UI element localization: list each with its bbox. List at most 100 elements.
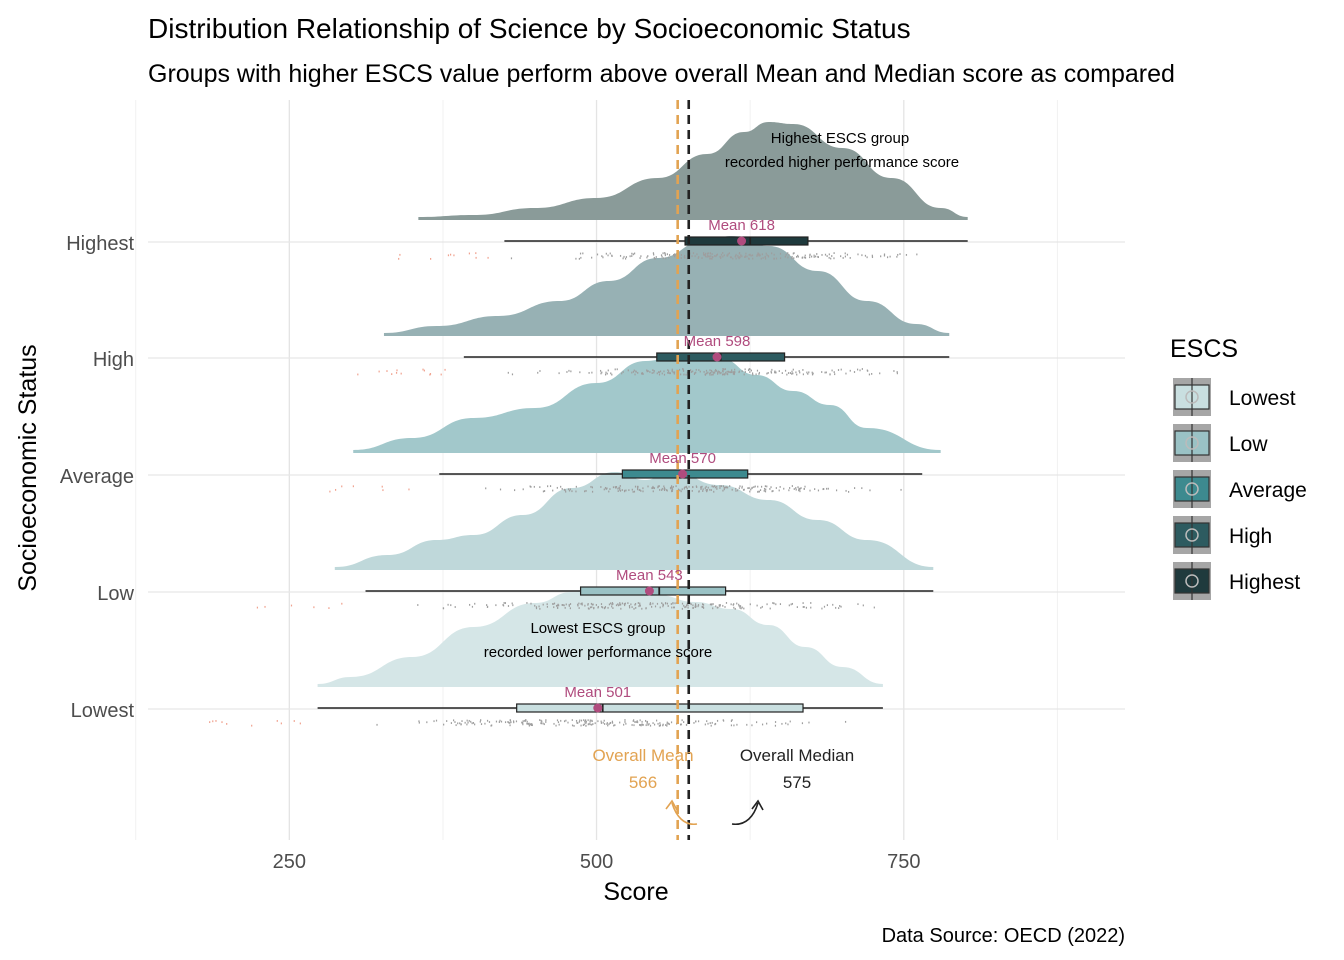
raw-point xyxy=(587,719,589,722)
raw-point xyxy=(835,489,838,492)
raw-point xyxy=(704,723,706,726)
raw-point xyxy=(744,255,746,258)
raw-point xyxy=(713,490,715,493)
raw-point xyxy=(663,488,665,490)
annotation-lowest-line1: Lowest ESCS group xyxy=(530,620,665,637)
raw-point xyxy=(602,256,604,259)
raw-point xyxy=(798,489,800,492)
raw-point xyxy=(733,724,735,727)
raw-point xyxy=(748,253,750,256)
raw-point xyxy=(793,252,795,254)
raw-point xyxy=(601,371,603,374)
raw-point xyxy=(707,254,709,257)
raw-point xyxy=(565,490,567,493)
raw-point xyxy=(763,487,766,490)
raw-point xyxy=(652,602,654,605)
raw-point xyxy=(693,373,696,375)
density-clouds xyxy=(317,122,968,687)
raw-point xyxy=(769,607,771,610)
raw-point xyxy=(646,256,648,259)
mean-label-high: Mean 598 xyxy=(684,333,751,350)
raw-point xyxy=(738,605,740,607)
raw-point xyxy=(723,254,725,257)
raw-point xyxy=(724,606,726,608)
raw-point xyxy=(856,368,859,371)
raw-point xyxy=(792,252,794,255)
raw-point xyxy=(552,603,554,605)
raw-point xyxy=(472,722,475,724)
raw-point xyxy=(612,603,614,605)
raw-point xyxy=(624,604,626,607)
raw-point xyxy=(757,253,759,256)
raw-point xyxy=(697,257,699,260)
raw-point xyxy=(446,720,448,722)
raw-point xyxy=(590,602,593,605)
raw-point xyxy=(623,603,625,605)
raw-point xyxy=(610,602,612,605)
raw-point xyxy=(896,255,898,258)
raw-point xyxy=(793,488,795,490)
raw-point xyxy=(542,722,544,725)
x-axis-ticks: 250 500 750 xyxy=(273,851,921,873)
raw-point xyxy=(641,372,643,375)
raw-point xyxy=(575,719,578,722)
raw-point xyxy=(788,604,790,607)
raw-point xyxy=(608,603,611,606)
raw-point xyxy=(609,252,611,255)
raw-point xyxy=(685,486,688,489)
raw-point xyxy=(738,257,740,260)
raw-point xyxy=(450,604,452,607)
raw-point xyxy=(589,720,591,723)
x-tick-250: 250 xyxy=(273,851,306,873)
raw-point xyxy=(534,604,536,607)
raw-point xyxy=(732,604,734,606)
raw-point xyxy=(840,368,842,371)
raw-point xyxy=(788,489,790,492)
raw-point xyxy=(807,372,809,375)
raw-point xyxy=(653,723,656,726)
raw-point xyxy=(491,724,493,727)
raw-point xyxy=(504,602,507,604)
raw-point xyxy=(628,605,631,607)
raw-point xyxy=(732,371,735,374)
raw-point xyxy=(697,604,700,606)
raw-point xyxy=(785,722,787,725)
raw-point xyxy=(703,253,705,256)
raw-point xyxy=(398,257,400,260)
raw-point xyxy=(758,254,760,257)
raw-point xyxy=(741,486,743,489)
raw-point xyxy=(719,487,721,489)
raw-point xyxy=(758,371,761,374)
raw-point xyxy=(614,724,616,727)
raw-point xyxy=(515,720,518,723)
raw-point xyxy=(664,602,667,605)
raw-point xyxy=(498,721,500,723)
raw-point xyxy=(399,253,401,256)
raw-point xyxy=(653,487,656,490)
raw-point xyxy=(587,607,590,610)
raw-point xyxy=(744,371,746,373)
raw-point xyxy=(773,253,775,256)
x-axis-title: Score xyxy=(603,878,668,906)
raw-point xyxy=(669,372,671,375)
raw-point xyxy=(787,372,790,374)
raw-point xyxy=(565,603,567,606)
raw-point xyxy=(866,256,868,259)
raw-point xyxy=(678,368,681,371)
raw-point xyxy=(781,372,783,374)
raw-point xyxy=(610,721,612,724)
raw-point xyxy=(673,371,676,374)
y-tick-highest: Highest xyxy=(66,233,134,255)
raw-point xyxy=(653,370,655,372)
raw-points-lowest xyxy=(209,719,847,727)
legend-key-point xyxy=(1185,574,1199,588)
raw-point xyxy=(646,720,648,723)
raw-point xyxy=(625,489,627,492)
raw-point xyxy=(601,255,603,258)
raw-point xyxy=(454,721,456,723)
raw-point xyxy=(560,485,562,488)
raw-point xyxy=(631,252,633,255)
raw-point xyxy=(619,489,622,492)
raw-point xyxy=(590,485,592,488)
raw-point xyxy=(784,255,786,258)
